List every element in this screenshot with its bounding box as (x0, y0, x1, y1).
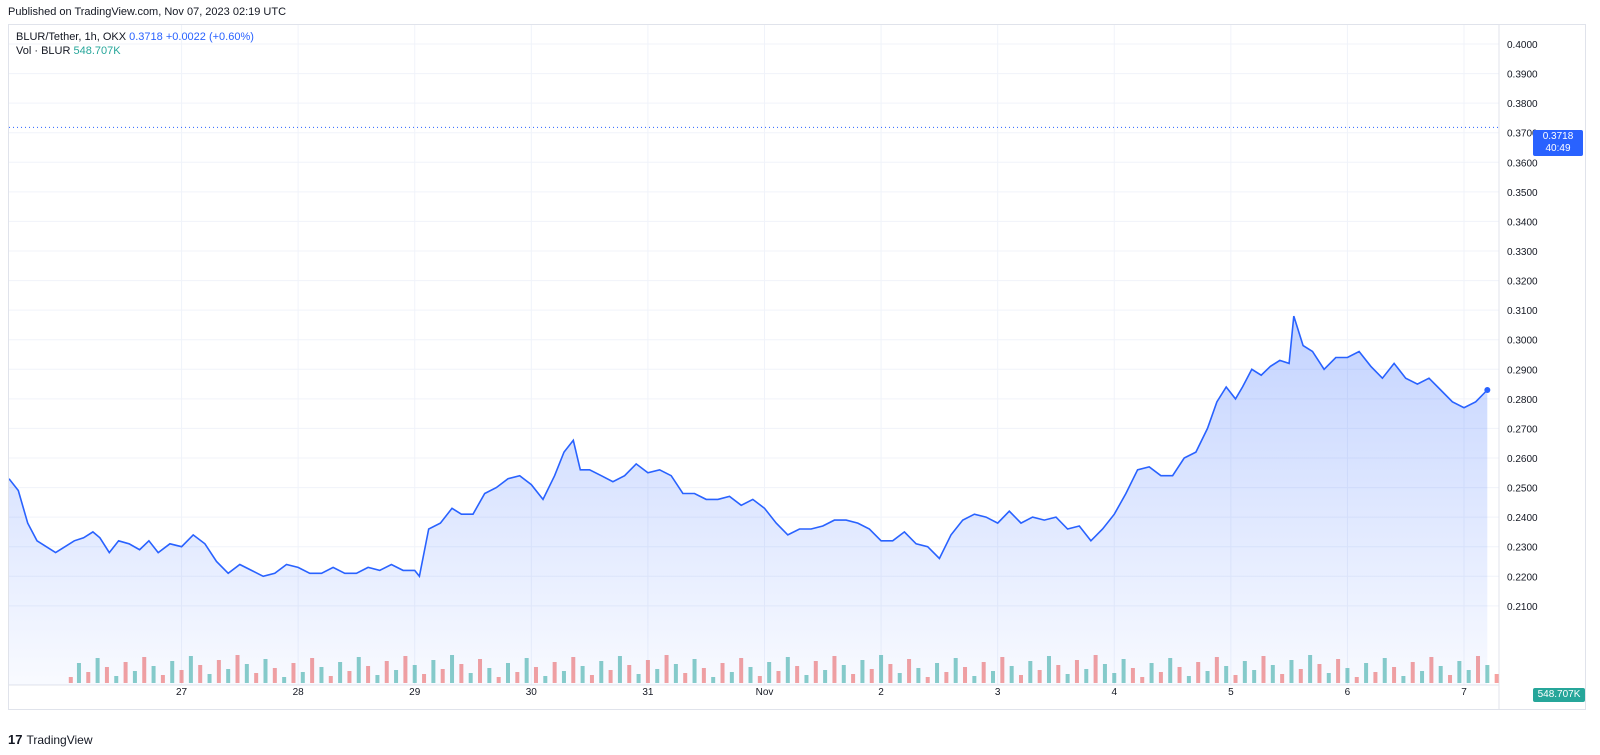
volume-bar (1494, 674, 1499, 683)
y-tick-label: 0.2900 (1507, 365, 1538, 376)
y-tick-label: 0.3200 (1507, 277, 1538, 288)
x-tick-label: 30 (526, 687, 538, 698)
y-tick-label: 0.2500 (1507, 484, 1538, 495)
tradingview-logo-icon: 17 (8, 732, 23, 747)
tradingview-logo[interactable]: 17 TradingView (8, 732, 93, 747)
y-tick-label: 0.3300 (1507, 247, 1538, 258)
y-tick-label: 0.3600 (1507, 158, 1538, 169)
legend-change: +0.0022 (+0.60%) (165, 31, 254, 43)
last-price-badge: 0.3718 40:49 (1533, 130, 1583, 156)
tradingview-brand: TradingView (26, 733, 93, 747)
volume-badge: 548.707K (1533, 688, 1585, 702)
legend-volume-value: 548.707K (73, 45, 121, 57)
price-chart[interactable]: 0.4000 0.3900 0.3800 0.3700 0.3600 0.3500 0.34… (9, 25, 1585, 709)
y-tick-label: 0.3500 (1507, 188, 1538, 199)
x-tick-label: 3 (995, 687, 1001, 698)
y-tick-label: 0.2200 (1507, 572, 1538, 583)
y-tick-label: 0.2300 (1507, 543, 1538, 554)
x-tick-label: Nov (756, 687, 774, 698)
y-tick-label: 0.3700 (1507, 129, 1538, 140)
y-tick-label: 0.4000 (1507, 40, 1538, 51)
chart-legend: BLUR/Tether, 1h, OKX 0.3718 +0.0022 (+0.… (16, 30, 254, 58)
y-tick-label: 0.3400 (1507, 217, 1538, 228)
last-price-value: 0.3718 (1542, 131, 1574, 142)
y-tick-label: 0.2400 (1507, 513, 1538, 524)
price-line (9, 315, 1488, 579)
legend-symbol: BLUR/Tether, 1h, OKX (16, 31, 127, 43)
volume-bar (1485, 665, 1490, 683)
y-tick-label: 0.3800 (1507, 99, 1538, 110)
x-tick-label: 31 (642, 687, 654, 698)
y-tick-label: 0.2600 (1507, 454, 1538, 465)
x-tick-label: 29 (409, 687, 421, 698)
x-tick-label: 7 (1461, 687, 1467, 698)
price-area (9, 316, 1488, 685)
x-tick-label: 6 (1345, 687, 1351, 698)
x-tick-label: 28 (293, 687, 305, 698)
y-tick-label: 0.3100 (1507, 306, 1538, 317)
y-tick-label: 0.2100 (1507, 602, 1538, 613)
x-tick-label: 5 (1228, 687, 1234, 698)
x-tick-label: 4 (1111, 687, 1117, 698)
y-tick-label: 0.2700 (1507, 424, 1538, 435)
legend-volume-label: Vol · BLUR (16, 45, 71, 57)
published-caption: Published on TradingView.com, Nov 07, 20… (8, 6, 287, 18)
bar-countdown: 40:49 (1545, 143, 1571, 154)
y-tick-label: 0.2800 (1507, 395, 1538, 406)
x-tick-label: 27 (176, 687, 188, 698)
chart-frame[interactable]: 0.4000 0.3900 0.3800 0.3700 0.3600 0.3500 0.34… (8, 24, 1586, 710)
y-tick-label: 0.3900 (1507, 70, 1538, 81)
y-tick-label: 0.3000 (1507, 336, 1538, 347)
x-tick-label: 2 (878, 687, 884, 698)
last-price-dot (1484, 386, 1491, 393)
legend-last-price: 0.3718 (129, 31, 163, 43)
